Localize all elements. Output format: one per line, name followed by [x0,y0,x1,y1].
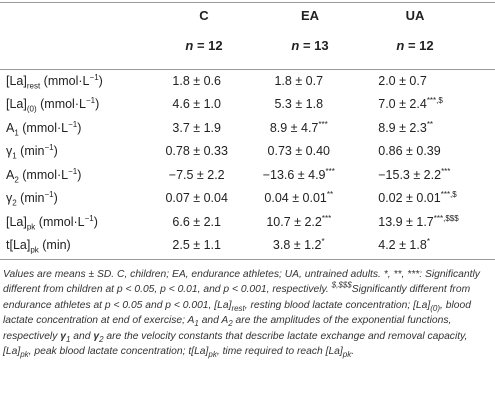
row-label: γ2 (min−1) [6,190,58,208]
header-group-ua: UA [405,8,425,23]
cell-ua: 7.0 ± 2.4***,$ [378,96,443,112]
row-label: [La]rest (mmol·L−1) [6,72,103,91]
top-rule [0,2,495,3]
cell-c: 2.5 ± 1.1 [172,238,221,253]
bottom-rule [0,259,495,260]
cell-ua: 4.2 ± 1.8* [378,237,430,253]
table-row: t[La]pk (min) 2.5 ± 1.1 3.8 ± 1.2* 4.2 ± 1.… [0,234,495,258]
table-row: [La]pk (mmol·L−1) 6.6 ± 2.1 10.7 ± 2.2*** 1… [0,210,495,234]
cell-c: 1.8 ± 0.6 [172,73,221,88]
header-n-ua: n = 12 [396,38,434,53]
cell-c: 4.6 ± 1.0 [172,97,221,112]
cell-c: 0.07 ± 0.04 [165,191,228,206]
table-footnote: Values are means ± SD. C, children; EA, … [3,269,480,360]
header-n-ea: n = 13 [291,38,329,53]
table-row: γ2 (min−1) 0.07 ± 0.04 0.04 ± 0.01** 0.02 ±… [0,187,495,211]
cell-ea: −13.6 ± 4.9*** [262,166,335,182]
header-rule [0,69,495,70]
cell-ua: 2.0 ± 0.7 [378,73,427,88]
cell-ua: 0.02 ± 0.01***,$ [378,190,457,206]
row-label: t[La]pk (min) [6,238,71,255]
cell-ua: 8.9 ± 2.3** [378,119,434,135]
cell-ua: −15.3 ± 2.2*** [378,166,451,182]
row-label: A1 (mmol·L−1) [6,119,82,138]
cell-c: 3.7 ± 1.9 [172,120,221,135]
table-row: [La](0) (mmol·L−1) 4.6 ± 1.0 5.3 ± 1.8 7.0 … [0,93,495,117]
table-row: [La]rest (mmol·L−1) 1.8 ± 0.6 1.8 ± 0.7 2.0… [0,69,495,93]
cell-ea: 3.8 ± 1.2* [272,237,325,253]
table-row: γ1 (min−1) 0.78 ± 0.33 0.73 ± 0.40 0.86 ± 0… [0,140,495,164]
header-group-ea: EA [300,8,320,23]
cell-ua: 13.9 ± 1.7***,$$$ [378,213,459,229]
cell-ea: 0.04 ± 0.01** [264,190,334,206]
cell-c: 0.78 ± 0.33 [165,144,228,159]
cell-ea: 5.3 ± 1.8 [274,97,324,112]
cell-ea: 10.7 ± 2.2*** [266,213,332,229]
cell-c: −7.5 ± 2.2 [168,167,225,182]
row-label: A2 (mmol·L−1) [6,166,82,185]
table-row: A1 (mmol·L−1) 3.7 ± 1.9 8.9 ± 4.7*** 8.9 ± … [0,116,495,140]
row-label: [La](0) (mmol·L−1) [6,96,100,114]
row-label: [La]pk (mmol·L−1) [6,213,98,232]
cell-ea: 0.73 ± 0.40 [267,144,330,159]
cell-ua: 0.86 ± 0.39 [378,144,441,159]
cell-c: 6.6 ± 2.1 [172,214,221,229]
header-n-c: n = 12 [185,38,223,53]
row-label: γ1 (min−1) [6,143,58,161]
results-table: [La]rest (mmol·L−1) 1.8 ± 0.6 1.8 ± 0.7 2.0… [0,69,495,257]
cell-ea: 8.9 ± 4.7*** [269,119,328,135]
cell-ea: 1.8 ± 0.7 [274,73,324,88]
table-row: A2 (mmol·L−1) −7.5 ± 2.2 −13.6 ± 4.9*** −15… [0,163,495,187]
header-group-c: C [199,8,209,23]
